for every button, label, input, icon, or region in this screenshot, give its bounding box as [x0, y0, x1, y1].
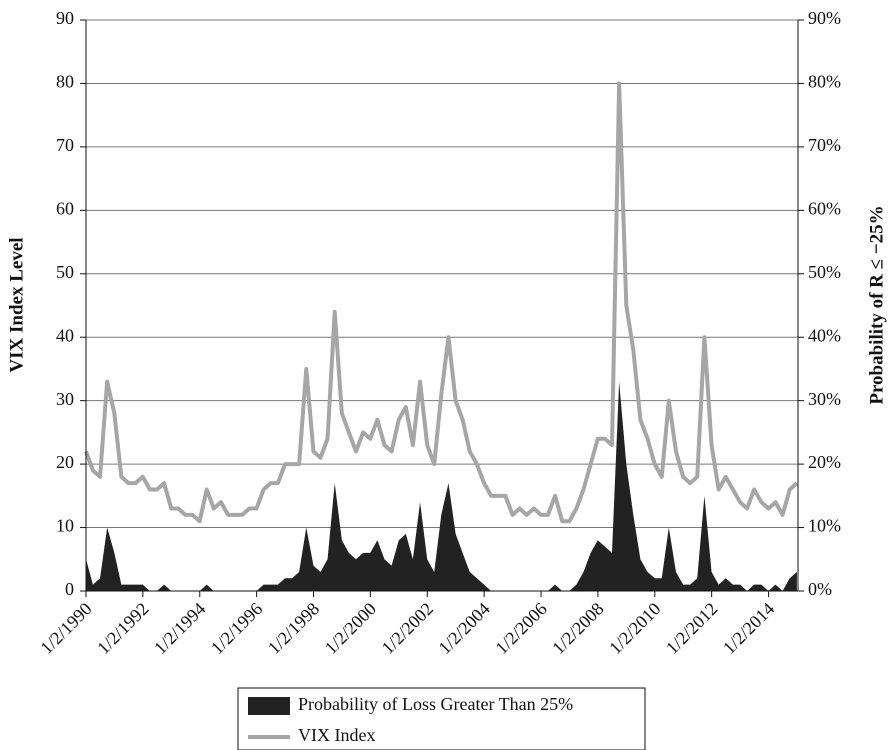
- x-tick-label: 1/2/1992: [93, 599, 152, 658]
- y-tick-label: 0: [65, 579, 74, 599]
- y2-axis-title: Probability of R ≤ −25%: [866, 205, 887, 404]
- x-tick-label: 1/2/2012: [662, 599, 721, 658]
- y2-tick-label: 80%: [808, 72, 841, 92]
- x-tick-label: 1/2/1994: [150, 599, 209, 658]
- y-tick-label: 30: [56, 389, 74, 409]
- y-tick-label: 90: [56, 8, 74, 28]
- y-tick-label: 70: [56, 135, 74, 155]
- y-tick-label: 60: [56, 198, 74, 218]
- x-tick-label: 1/2/2008: [548, 599, 607, 658]
- x-tick-label: 1/2/2000: [321, 599, 380, 658]
- x-tick-label: 1/2/2010: [605, 599, 664, 658]
- area: [86, 381, 797, 591]
- x-tick-label: 1/2/2006: [491, 599, 550, 658]
- y-tick-label: 40: [56, 325, 74, 345]
- x-tick-label: 1/2/2004: [434, 599, 493, 658]
- y2-tick-label: 0%: [808, 579, 832, 599]
- legend-box: [237, 687, 646, 750]
- x-tick-label: 1/2/2014: [719, 599, 778, 658]
- legend-label: Probability of Loss Greater Than 25%: [298, 694, 573, 714]
- y2-tick-label: 50%: [808, 262, 841, 282]
- x-tick-label: 1/2/2002: [378, 599, 437, 658]
- y-axis-title: VIX Index Level: [6, 237, 27, 372]
- y2-tick-label: 40%: [808, 325, 841, 345]
- line: [84, 81, 799, 524]
- legend-swatch: [248, 697, 290, 715]
- y-tick-label: 10: [56, 516, 74, 536]
- legend-label: VIX Index: [298, 725, 375, 745]
- y2-tick-label: 90%: [808, 8, 841, 28]
- y2-tick-label: 20%: [808, 452, 841, 472]
- y2-tick-label: 10%: [808, 516, 841, 536]
- y-tick-label: 80: [56, 72, 74, 92]
- y-tick-label: 50: [56, 262, 74, 282]
- y2-tick-label: 30%: [808, 389, 841, 409]
- x-tick-label: 1/2/1998: [264, 599, 323, 658]
- y2-tick-label: 70%: [808, 135, 841, 155]
- x-tick-label: 1/2/1990: [36, 599, 95, 658]
- y-tick-label: 20: [56, 452, 74, 472]
- y2-tick-label: 60%: [808, 198, 841, 218]
- x-tick-label: 1/2/1996: [207, 599, 266, 658]
